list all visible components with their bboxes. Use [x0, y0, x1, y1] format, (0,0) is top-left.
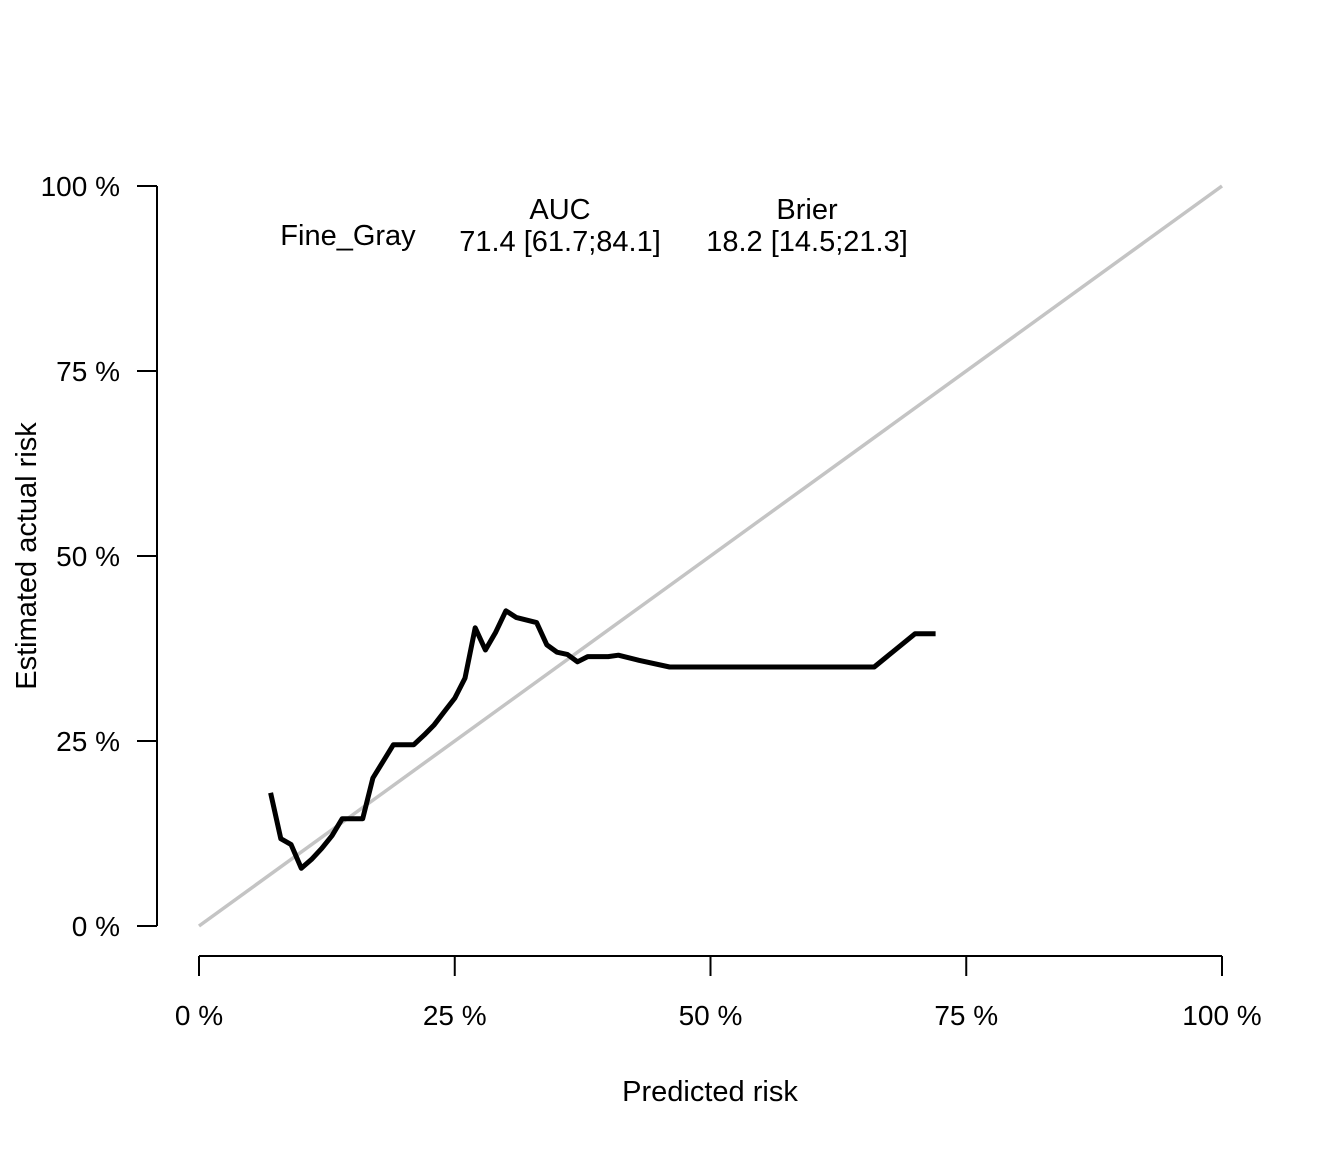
calibration-curve-line	[268, 608, 936, 871]
x-tick-label: 0 %	[175, 1000, 223, 1031]
x-axis-ticks: 0 % 25 % 50 % 75 % 100 %	[175, 956, 1262, 1031]
reference-diagonal-line	[197, 184, 1224, 928]
x-tick-label: 75 %	[934, 1000, 998, 1031]
y-tick-label: 100 %	[41, 171, 120, 202]
x-tick-label: 50 %	[679, 1000, 743, 1031]
y-tick-label: 0 %	[72, 911, 120, 942]
x-tick-label: 25 %	[423, 1000, 487, 1031]
x-axis: 0 % 25 % 50 % 75 % 100 %	[175, 955, 1262, 1031]
legend-auc-value: 71.4 [61.7;84.1]	[459, 226, 661, 258]
x-tick-label: 100 %	[1182, 1000, 1261, 1031]
plot-area	[197, 184, 1224, 928]
y-tick-label: 75 %	[56, 356, 120, 387]
y-tick-label: 25 %	[56, 726, 120, 757]
x-axis-title: Predicted risk	[622, 1076, 798, 1108]
legend-brier-value: 18.2 [14.5;21.3]	[706, 226, 908, 258]
legend-brier-header: Brier	[776, 194, 838, 226]
legend: AUC Brier Fine_Gray 71.4 [61.7;84.1] 18.…	[280, 194, 907, 258]
legend-model-name: Fine_Gray	[280, 220, 416, 252]
y-axis-ticks: 0 % 25 % 50 % 75 % 100 %	[41, 171, 157, 942]
legend-auc-header: AUC	[529, 194, 590, 226]
y-axis: 0 % 25 % 50 % 75 % 100 %	[41, 171, 158, 942]
y-tick-label: 50 %	[56, 541, 120, 572]
y-axis-title: Estimated actual risk	[11, 422, 43, 690]
